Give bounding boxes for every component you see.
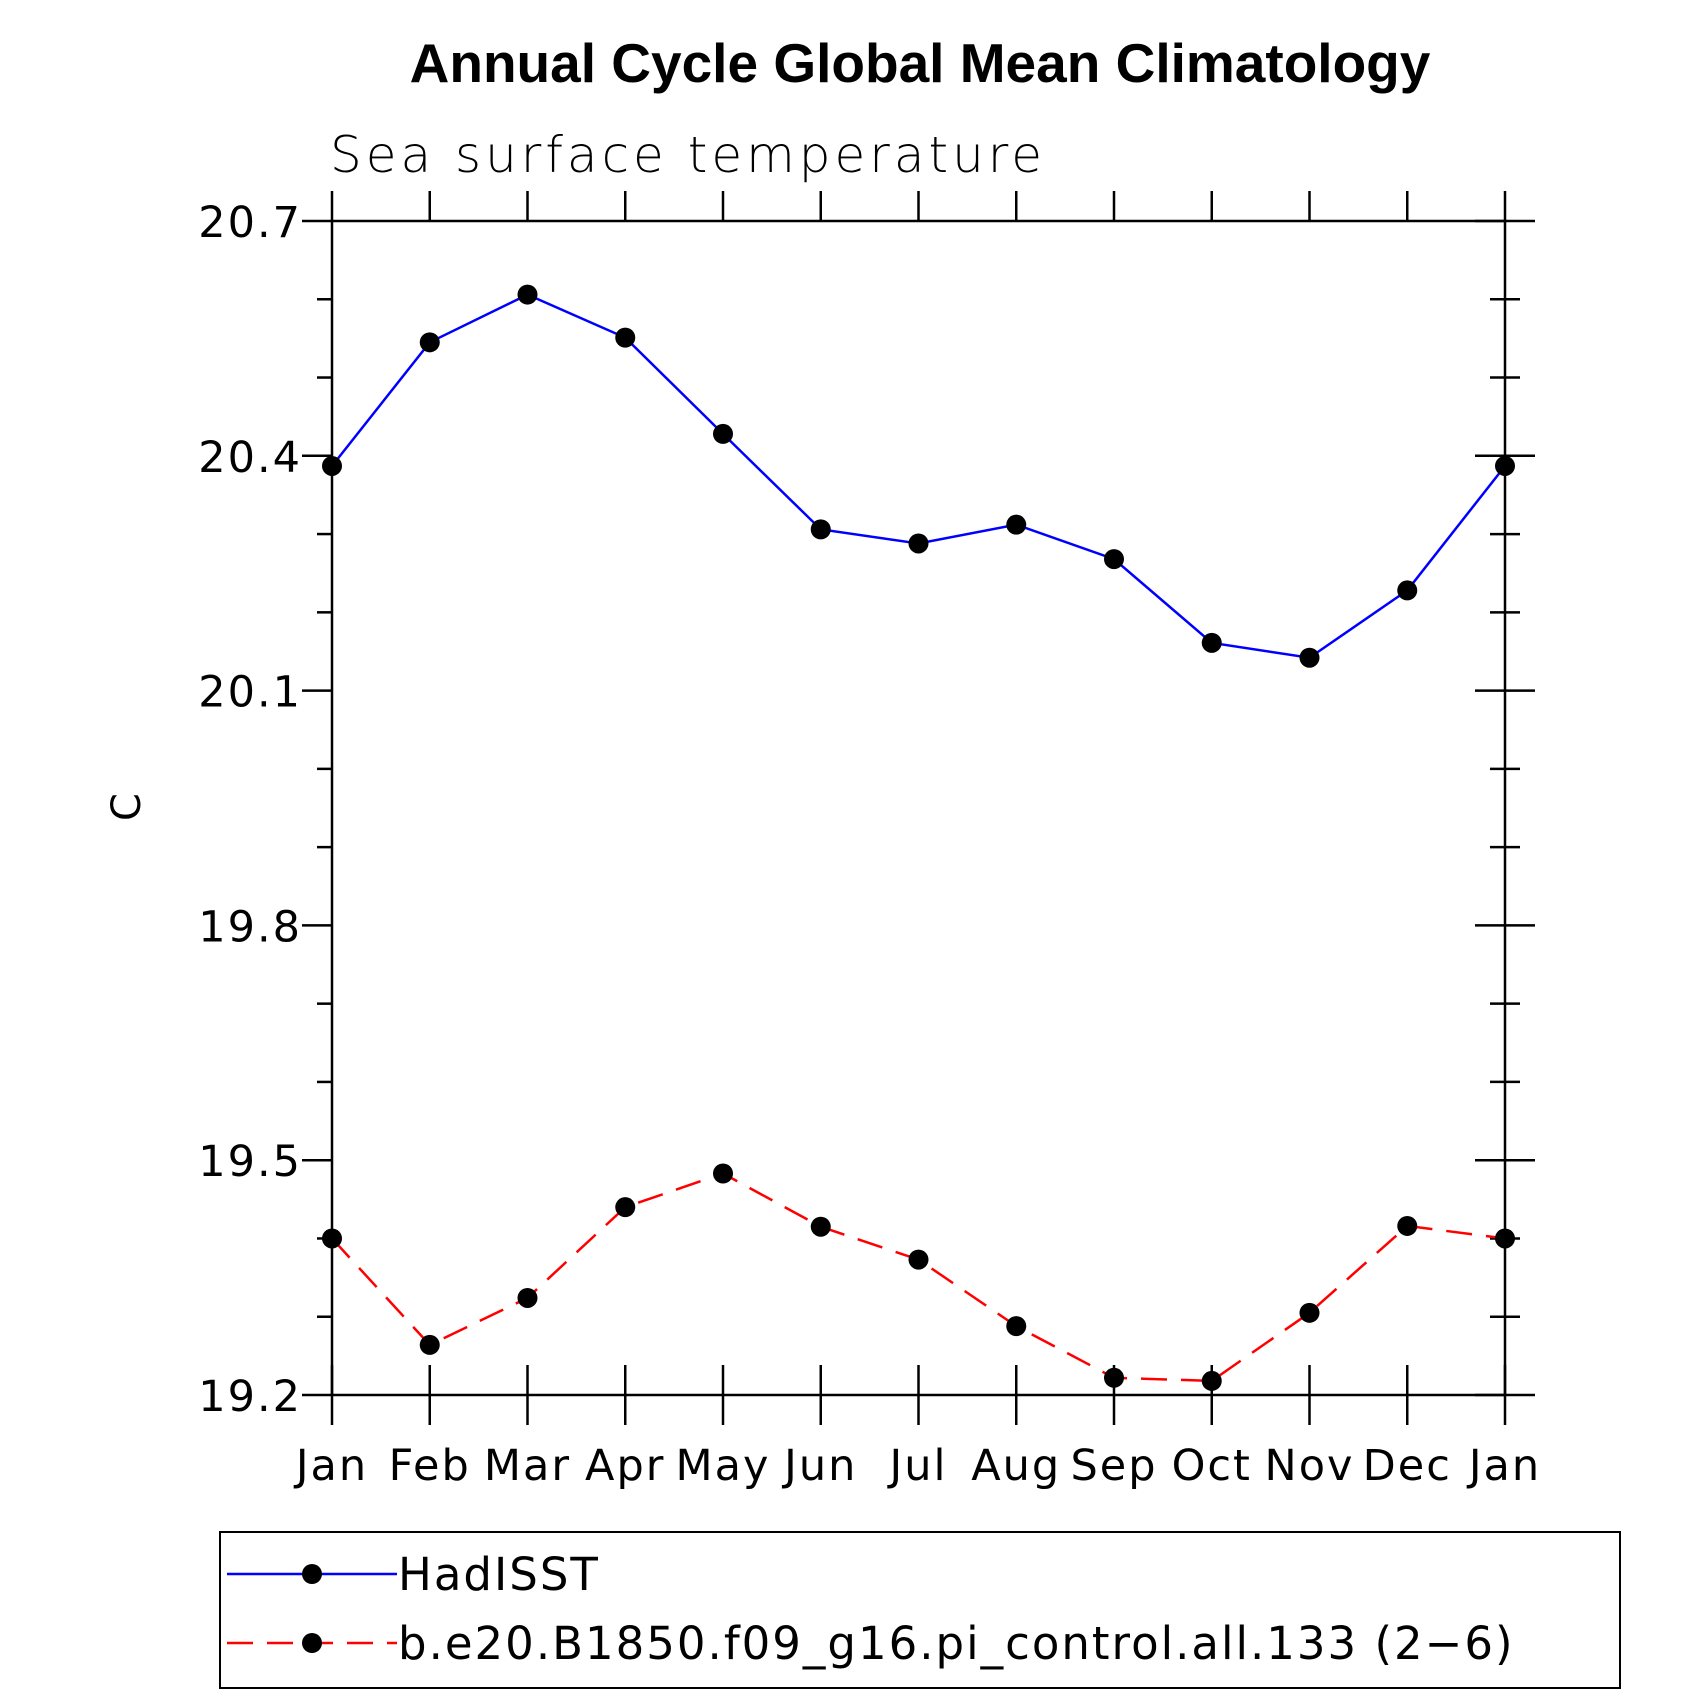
x-tick-label: Feb: [389, 1441, 471, 1491]
y-tick-label: 20.1: [198, 668, 302, 718]
series-line-0: [331, 293, 1506, 660]
data-point-series-1: [1495, 1228, 1515, 1249]
chart-title: Annual Cycle Global Mean Climatology: [410, 32, 1431, 94]
data-point-series-0: [322, 455, 342, 476]
plot-frame: [330, 219, 1507, 1397]
data-point-series-0: [810, 519, 831, 540]
y-tick-label: 19.5: [198, 1137, 302, 1187]
x-tick-label: Aug: [971, 1441, 1061, 1491]
x-tick-label: May: [676, 1441, 771, 1491]
data-point-series-0: [517, 284, 538, 305]
legend-marker-model: [302, 1633, 322, 1653]
data-point-series-1: [322, 1228, 342, 1249]
data-point-series-0: [1006, 514, 1027, 535]
data-point-series-1: [713, 1163, 733, 1184]
x-tick-label: Mar: [484, 1441, 571, 1491]
data-point-series-1: [615, 1197, 636, 1218]
data-point-series-0: [1495, 455, 1515, 476]
y-tick-label: 19.8: [198, 902, 302, 952]
legend-box: [219, 1531, 1621, 1689]
y-tick-labels: 20.7 20.4 20.1 19.8 19.5 19.2: [198, 198, 302, 1422]
data-point-series-1: [1201, 1370, 1222, 1391]
x-tick-label: Jan: [293, 1441, 368, 1491]
y-tick-label: 20.7: [198, 198, 302, 248]
series-line-1: [331, 1172, 1506, 1383]
x-tick-label: Nov: [1265, 1441, 1355, 1491]
data-point-series-0: [1299, 647, 1320, 668]
y-tick-label: 20.4: [198, 433, 302, 483]
x-tick-label: Sep: [1070, 1441, 1157, 1491]
legend-marker-hadisst: [302, 1564, 322, 1584]
data-point-series-0: [419, 332, 440, 353]
data-point-series-1: [1006, 1316, 1027, 1337]
data-point-series-0: [1104, 549, 1124, 570]
x-tick-label: Jan: [1466, 1441, 1541, 1491]
data-point-series-0: [615, 327, 636, 348]
data-point-series-1: [1397, 1215, 1418, 1236]
series-layer: [322, 284, 1515, 1391]
chart-subtitle: Sea surface temperature: [330, 126, 1046, 184]
y-axis-label: C: [104, 793, 150, 821]
axis-ticks: [302, 191, 1535, 1425]
x-tick-label: Oct: [1172, 1441, 1252, 1491]
legend-label-hadisst: HadISST: [398, 1548, 600, 1601]
x-tick-label: Jul: [887, 1441, 948, 1491]
legend-label-model: b.e20.B1850.f09_g16.pi_control.all.133 (…: [398, 1617, 1515, 1670]
x-tick-label: Jun: [781, 1441, 857, 1491]
data-point-series-0: [1397, 580, 1418, 601]
x-tick-labels: Jan Feb Mar Apr May Jun Jul Aug Sep Oct Nov Dec Jan: [293, 1441, 1541, 1491]
data-point-series-0: [713, 423, 733, 444]
data-point-series-1: [908, 1249, 929, 1270]
legend: HadISST b.e20.B1850.f09_g16.pi_control.a…: [219, 1531, 1621, 1689]
data-point-series-0: [908, 533, 929, 554]
data-point-series-1: [1104, 1367, 1124, 1388]
data-point-series-0: [1201, 632, 1222, 653]
data-point-series-1: [419, 1334, 440, 1355]
data-point-series-1: [517, 1287, 538, 1308]
data-point-series-1: [810, 1216, 831, 1237]
x-tick-label: Dec: [1363, 1441, 1452, 1491]
x-tick-label: Apr: [585, 1441, 665, 1491]
y-tick-label: 19.2: [198, 1372, 302, 1422]
data-point-series-1: [1299, 1302, 1320, 1323]
